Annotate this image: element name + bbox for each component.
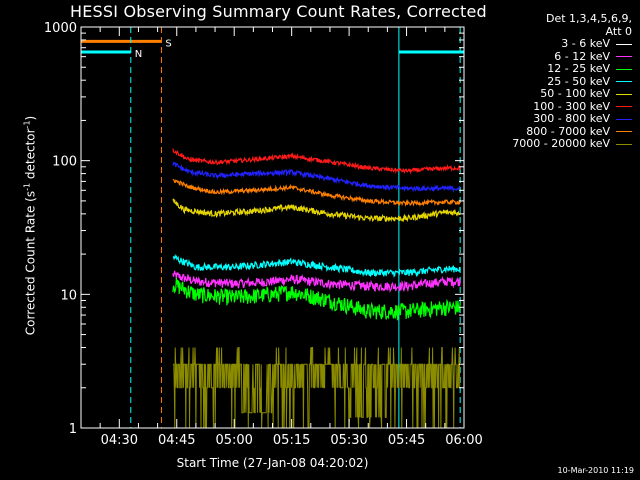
flag-label-n: N [135, 49, 142, 60]
y-tick-label-100: 100 [52, 155, 77, 170]
series-line-100-300-kev [172, 148, 461, 175]
legend-label: 12 - 25 keV [547, 62, 610, 75]
x-tick-label-0430: 04:30 [101, 433, 138, 448]
legend-label: 100 - 300 keV [533, 99, 610, 113]
legend-label: 3 - 6 keV [561, 37, 610, 50]
legend-item-25-50-kev: 25 - 50 keV [486, 74, 632, 89]
series-line-50-100-kev [172, 198, 461, 223]
plot-timestamp: 10-Mar-2010 11:19 [557, 466, 635, 475]
legend-header-detectors: Det 1,3,4,5,6,9, [545, 12, 632, 25]
legend: Det 1,3,4,5,6,9, Att 0 3 - 6 keV 6 - 12 k… [486, 12, 632, 151]
legend-label: 25 - 50 keV [547, 74, 610, 88]
legend-swatch [616, 143, 632, 145]
x-tick-label-0600: 06:00 [445, 433, 482, 448]
series-line-800-7000-kev [172, 178, 461, 207]
series-line-6-12-kev [172, 270, 461, 293]
legend-item-300-800-kev: 300 - 800 keV [486, 112, 632, 126]
legend-item-6-12-kev: 6 - 12 keV [486, 49, 632, 64]
y-tick-label-1000: 1000 [44, 21, 77, 36]
x-tick-label-0500: 05:00 [215, 433, 252, 448]
x-tick-label-0545: 05:45 [388, 433, 425, 448]
series-line-7000-20000-kev [172, 347, 461, 429]
legend-item-50-100-kev: 50 - 100 keV [486, 87, 632, 101]
legend-item-3-6-kev: 3 - 6 keV [486, 37, 632, 51]
series-line-300-800-kev [172, 161, 461, 193]
series-line-25-50-kev [172, 253, 461, 278]
legend-swatch [616, 56, 632, 58]
legend-swatch [616, 68, 632, 70]
flag-label-s: S [165, 38, 171, 49]
legend-item-800-7000-kev: 800 - 7000 keV [486, 124, 632, 139]
legend-label: 800 - 7000 keV [526, 124, 610, 138]
legend-swatch [616, 43, 632, 45]
series-line-12-25-kev [172, 278, 461, 321]
legend-label: 7000 - 20000 keV [512, 137, 610, 150]
legend-swatch [616, 131, 632, 133]
x-tick-label-0515: 05:15 [273, 433, 310, 448]
y-tick-label-10: 10 [60, 288, 77, 303]
legend-swatch [616, 118, 632, 120]
legend-header-attenuator: Att 0 [605, 25, 632, 38]
y-axis-label: Corrected Count Rate (s-1 detector-1) [22, 115, 38, 336]
x-tick-label-0445: 04:45 [158, 433, 195, 448]
legend-swatch [616, 93, 632, 95]
legend-item-12-25-kev: 12 - 25 keV [486, 62, 632, 76]
legend-label: 300 - 800 keV [533, 112, 610, 125]
legend-item-7000-20000-kev: 7000 - 20000 keV [486, 137, 632, 151]
legend-item-100-300-kev: 100 - 300 keV [486, 99, 632, 114]
x-tick-label-0530: 05:30 [330, 433, 367, 448]
legend-label: 50 - 100 keV [540, 87, 610, 100]
chart-title: HESSI Observing Summary Count Rates, Cor… [70, 2, 487, 21]
legend-swatch [616, 81, 632, 83]
x-axis-label: Start Time (27-Jan-08 04:20:02) [176, 456, 369, 470]
y-tick-label-1: 1 [69, 422, 77, 437]
legend-label: 6 - 12 keV [554, 49, 610, 63]
legend-swatch [616, 106, 632, 108]
